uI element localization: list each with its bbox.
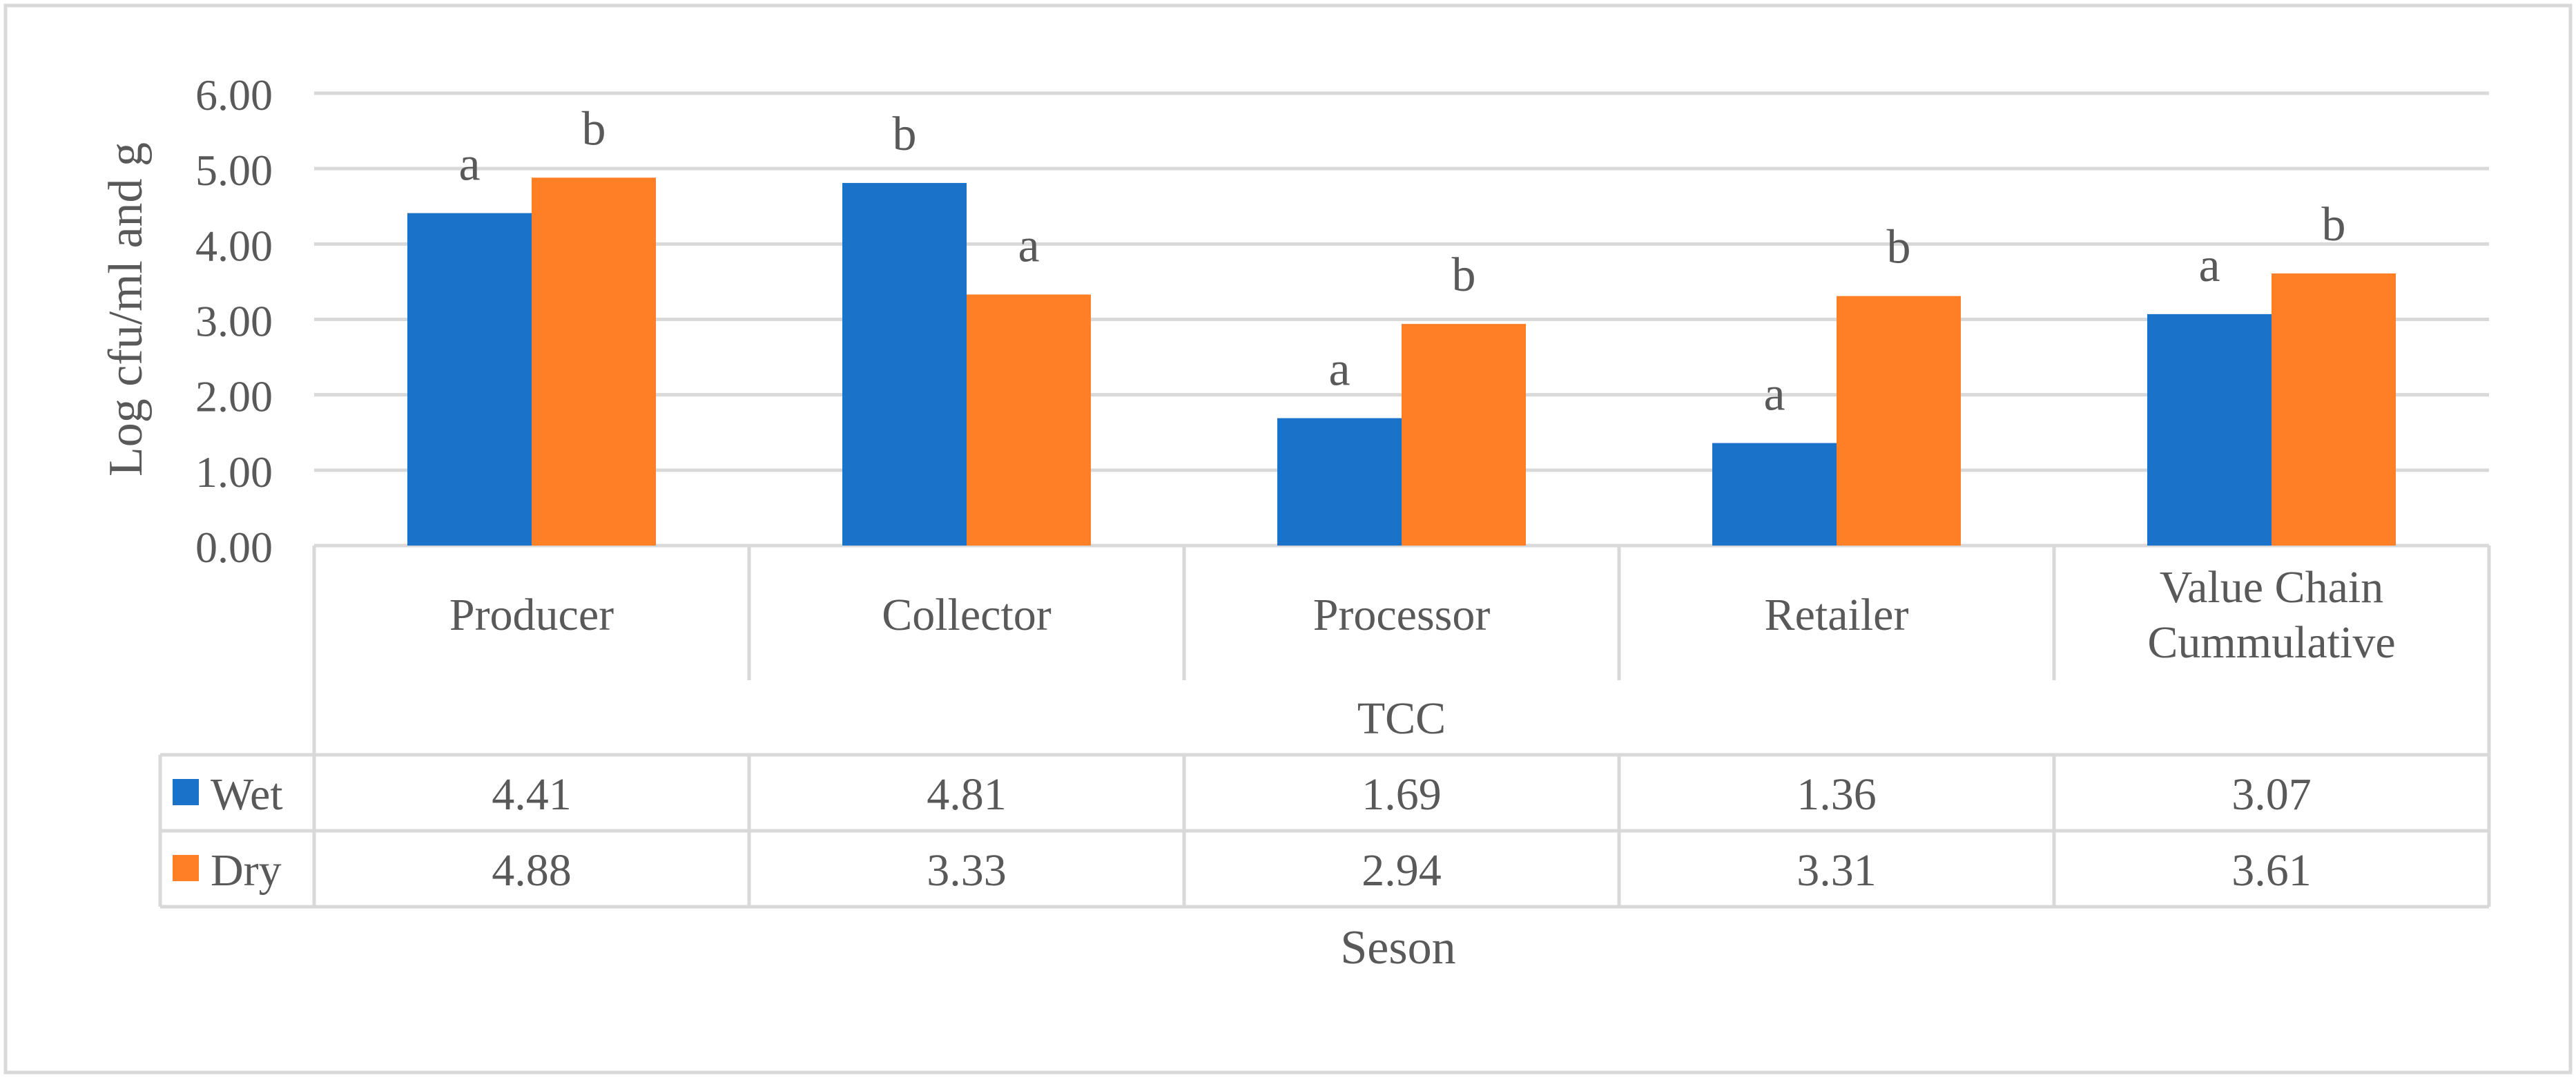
table-value: 4.88 xyxy=(492,845,572,896)
x-tick-label: Retailer xyxy=(1765,590,1909,640)
bar-dry xyxy=(2272,273,2396,546)
bar-dry xyxy=(1402,324,1526,546)
significance-letter: a xyxy=(1018,219,1039,272)
table-value: 1.36 xyxy=(1797,769,1877,820)
bar-wet xyxy=(407,213,532,546)
x-tick-label: Producer xyxy=(449,590,614,640)
significance-letter: a xyxy=(1328,343,1350,396)
y-tick-label: 2.00 xyxy=(195,372,273,421)
y-tick-label: 5.00 xyxy=(195,146,273,195)
y-tick-label: 0.00 xyxy=(195,523,273,572)
y-tick-label: 6.00 xyxy=(195,70,273,119)
significance-letter: b xyxy=(1452,249,1476,302)
bar-dry xyxy=(532,177,656,546)
significance-letter: a xyxy=(1763,368,1785,421)
significance-letter: b xyxy=(2322,198,2346,251)
bar-wet xyxy=(1712,443,1837,546)
x-tick-label: Value Chain xyxy=(2160,562,2383,613)
table-value: 3.07 xyxy=(2231,769,2312,820)
x-tick-label: Cummulative xyxy=(2147,617,2395,668)
legend-key-dry xyxy=(173,855,199,881)
y-tick-label: 4.00 xyxy=(195,221,273,270)
y-tick-label: 3.00 xyxy=(195,297,273,346)
bar-wet xyxy=(1277,418,1402,546)
x-tick-label: Processor xyxy=(1313,590,1491,640)
bar-dry xyxy=(967,294,1091,546)
significance-letter: b xyxy=(893,108,917,161)
table-value: 3.31 xyxy=(1797,845,1877,896)
y-tick-label: 1.00 xyxy=(195,447,273,497)
x-tick-label: Collector xyxy=(882,590,1052,640)
bar-wet xyxy=(2147,314,2272,546)
significance-letter: b xyxy=(582,102,606,155)
legend-label-wet: Wet xyxy=(211,769,283,820)
significance-letter: a xyxy=(458,138,480,191)
y-axis-label: Log cfu/ml and g xyxy=(99,142,153,477)
legend-key-wet xyxy=(173,779,199,805)
significance-letter: a xyxy=(2198,239,2220,292)
significance-letter: b xyxy=(1887,221,1911,274)
table-value: 2.94 xyxy=(1362,845,1442,896)
table-value: 1.69 xyxy=(1362,769,1442,820)
group-label: TCC xyxy=(1357,693,1446,744)
bar-dry xyxy=(1837,296,1961,546)
table-value: 4.41 xyxy=(492,769,572,820)
x-axis-label: Seson xyxy=(1340,921,1455,974)
legend-label-dry: Dry xyxy=(211,845,282,896)
table-value: 3.33 xyxy=(927,845,1007,896)
table-value: 4.81 xyxy=(927,769,1007,820)
table-value: 3.61 xyxy=(2231,845,2312,896)
bar-wet xyxy=(842,182,967,546)
